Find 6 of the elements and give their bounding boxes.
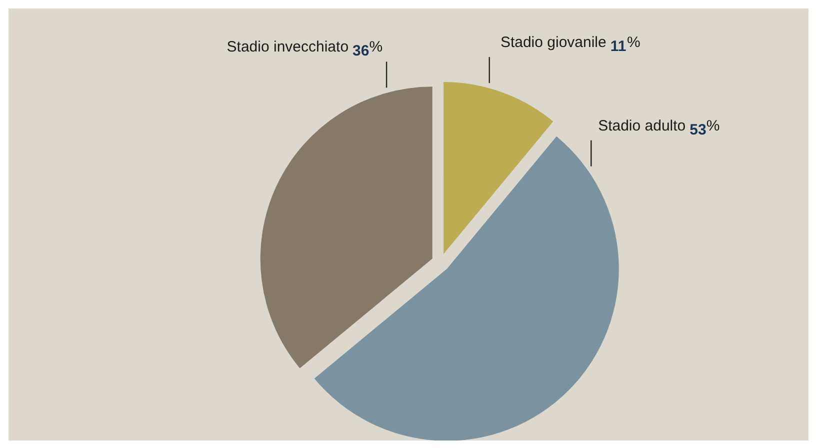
slice-label: Stadio giovanile	[500, 34, 606, 52]
data-label: 36%	[352, 38, 383, 60]
data-label: 53%	[690, 117, 720, 138]
slice-label: Stadio adulto	[598, 117, 686, 134]
data-label: 11%	[610, 34, 640, 56]
slice-label: Stadio invecchiato	[226, 38, 349, 56]
